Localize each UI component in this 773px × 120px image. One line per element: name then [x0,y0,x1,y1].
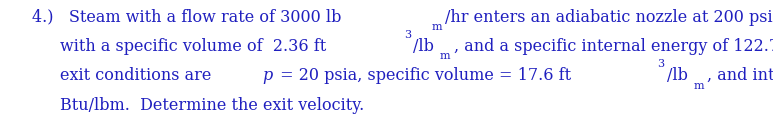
Text: m: m [440,51,451,61]
Text: , and a specific internal energy of 122.7 Btu/lb: , and a specific internal energy of 122.… [454,38,773,55]
Text: 4.)   Steam with a flow rate of 3000 lb: 4.) Steam with a flow rate of 3000 lb [32,9,342,26]
Text: /lb: /lb [667,67,688,84]
Text: 3: 3 [404,30,411,40]
Text: /lb: /lb [413,38,434,55]
Text: m: m [693,81,704,91]
Text: = 20 psia, specific volume = 17.6 ft: = 20 psia, specific volume = 17.6 ft [275,67,571,84]
Text: 3: 3 [658,59,665,69]
Text: m: m [431,22,442,32]
Text: /hr enters an adiabatic nozzle at 200 psia, 600 ft/min,: /hr enters an adiabatic nozzle at 200 ps… [445,9,773,26]
Text: p: p [262,67,272,84]
Text: with a specific volume of  2.36 ft: with a specific volume of 2.36 ft [60,38,326,55]
Text: , and internal energy = 973: , and internal energy = 973 [707,67,773,84]
Text: Btu/lbm.  Determine the exit velocity.: Btu/lbm. Determine the exit velocity. [60,97,365,114]
Text: exit conditions are: exit conditions are [60,67,216,84]
